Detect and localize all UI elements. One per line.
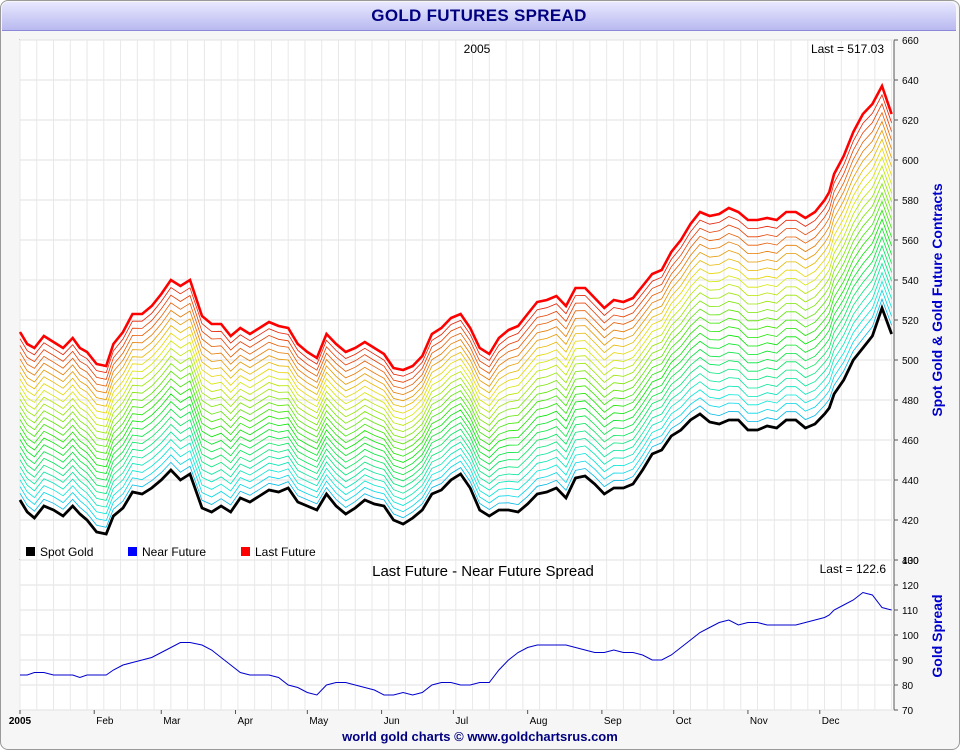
x-tick-label: Dec (822, 716, 840, 727)
title-bar: GOLD FUTURES SPREAD (2, 2, 956, 31)
x-tick-label: Apr (238, 716, 254, 727)
future-contract-line (19, 209, 892, 461)
lower-y-tick-label: 110 (902, 606, 918, 617)
x-tick-label: Jun (384, 716, 400, 727)
upper-y-tick-label: 460 (902, 436, 919, 447)
upper-y-tick-label: 440 (902, 476, 919, 487)
x-tick-label: May (309, 716, 328, 727)
lower-y-tick-label: 70 (902, 706, 914, 717)
x-tick-label: Feb (96, 716, 114, 727)
lower-y-axis-title: Gold Spread (929, 594, 945, 677)
upper-y-tick-label: 500 (902, 356, 919, 367)
future-contract-line (19, 147, 892, 414)
legend-swatch-last (241, 547, 250, 556)
upper-y-tick-label: 540 (902, 276, 919, 287)
lower-y-tick-label: 130 (902, 556, 919, 567)
future-contract-line (19, 262, 892, 501)
spot-gold-line (18, 303, 893, 536)
lower-y-axis: 70 80 90 100 110 120 130 (894, 556, 919, 717)
future-contract-line (19, 244, 892, 488)
future-contract-line (19, 129, 892, 402)
upper-plot-area (19, 39, 895, 561)
footer-credit: world gold charts © www.goldchartsrus.co… (342, 729, 618, 744)
future-contract-lines (18, 82, 893, 536)
x-tick-label: Nov (750, 716, 768, 727)
upper-y-tick-label: 640 (902, 76, 919, 87)
future-contract-line (19, 191, 892, 448)
legend-label-last: Last Future (255, 545, 316, 559)
x-axis: 2005 Feb Mar Apr May Jun Jul Aug Sep Oct Nov Dec (9, 710, 840, 727)
lower-last-label: Last = 122.6 (820, 562, 887, 576)
future-contract-line (19, 226, 892, 474)
spread-series (20, 591, 892, 696)
upper-y-tick-label: 660 (902, 36, 919, 47)
future-contract-line (19, 164, 892, 427)
upper-year-label: 2005 (464, 42, 491, 56)
upper-y-tick-label: 600 (902, 156, 919, 167)
spread-line (20, 591, 892, 696)
future-contract-line (19, 138, 892, 408)
upper-y-tick-label: 420 (902, 516, 919, 527)
legend-swatch-spot (26, 547, 35, 556)
x-tick-label: Aug (530, 716, 548, 727)
lower-title: Last Future - Near Future Spread (372, 563, 594, 580)
x-tick-label: Mar (163, 716, 181, 727)
x-tick-label: 2005 (9, 716, 32, 727)
x-tick-label: Oct (676, 716, 692, 727)
page-title: GOLD FUTURES SPREAD (371, 6, 587, 25)
lower-y-tick-label: 100 (902, 631, 919, 642)
lower-y-tick-label: 80 (902, 681, 914, 692)
future-contract-line (19, 120, 892, 396)
future-contract-line (19, 218, 892, 468)
legend-label-spot: Spot Gold (40, 545, 93, 559)
upper-y-tick-label: 400 (902, 556, 919, 567)
future-contract-line (19, 235, 892, 481)
x-tick-label: Sep (604, 716, 622, 727)
future-contract-line (19, 280, 892, 515)
upper-y-tick-label: 480 (902, 396, 919, 407)
future-contract-line (19, 200, 892, 454)
legend: Spot Gold Near Future Last Future (26, 545, 316, 559)
lower-grid (19, 559, 894, 711)
upper-y-tick-label: 580 (902, 196, 919, 207)
last-future-line (18, 82, 893, 372)
future-contract-line (19, 271, 892, 508)
future-contract-line (19, 173, 892, 434)
upper-y-axis: 400 420 440 460 480 500 520 540 560 580 600 620 640 6… (894, 36, 919, 567)
future-contract-line (19, 289, 892, 522)
upper-y-tick-label: 560 (902, 236, 919, 247)
upper-last-label: Last = 517.03 (811, 42, 884, 56)
future-contract-line (19, 182, 892, 441)
x-tick-label: Jul (455, 716, 468, 727)
lower-y-tick-label: 90 (902, 656, 914, 667)
future-contract-line (19, 155, 892, 421)
upper-y-tick-label: 620 (902, 116, 919, 127)
legend-label-near: Near Future (142, 545, 206, 559)
upper-y-axis-title: Spot Gold & Gold Future Contracts (929, 183, 945, 417)
future-contract-line (19, 297, 892, 528)
legend-swatch-near (128, 547, 137, 556)
upper-y-tick-label: 520 (902, 316, 919, 327)
future-contract-line (19, 93, 892, 377)
future-contract-line (19, 253, 892, 495)
future-contract-line (19, 102, 892, 383)
future-contract-line (19, 111, 892, 389)
lower-y-tick-label: 120 (902, 581, 919, 592)
